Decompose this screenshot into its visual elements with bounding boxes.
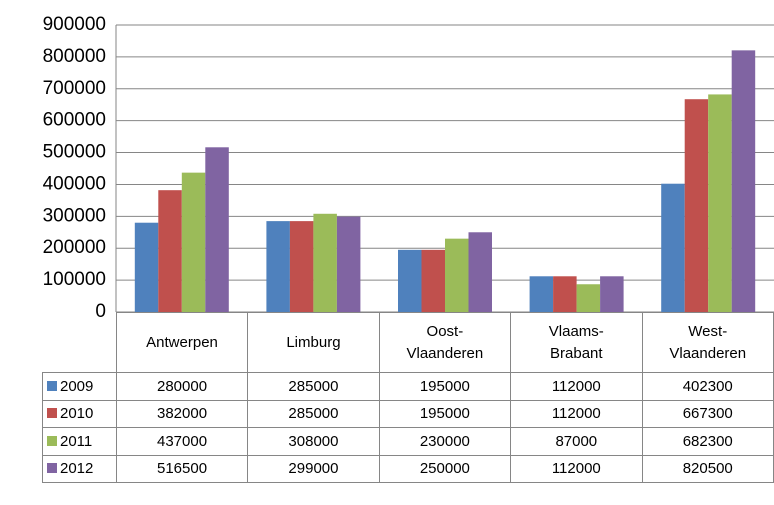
y-tick-label: 100000 bbox=[43, 269, 106, 290]
value-cell: 299000 bbox=[247, 454, 380, 483]
value-cell: 112000 bbox=[510, 372, 643, 401]
bar bbox=[661, 183, 685, 312]
value-cell: 667300 bbox=[641, 399, 774, 428]
value-cell: 87000 bbox=[510, 427, 643, 456]
category-cell: Vlaams-Brabant bbox=[510, 312, 643, 373]
x-tick-label: Antwerpen bbox=[146, 333, 218, 351]
value-cell: 682300 bbox=[641, 427, 774, 456]
bar bbox=[134, 222, 159, 312]
x-tick-label: Vlaams-Brabant bbox=[548, 322, 604, 362]
series-row: 2010 382000 285000 195000 112000 667300 bbox=[42, 399, 774, 428]
y-tick-label: 900000 bbox=[43, 14, 106, 35]
bar bbox=[529, 276, 554, 312]
bar bbox=[576, 284, 601, 312]
bar bbox=[289, 221, 314, 312]
bar bbox=[158, 190, 182, 312]
bar bbox=[445, 238, 469, 312]
y-tick-label: 800000 bbox=[43, 46, 106, 67]
data-table: Antwerpen Limburg Oost-Vlaanderen Vlaams-Br… bbox=[42, 312, 774, 483]
category-cell: Antwerpen bbox=[115, 312, 249, 373]
bar bbox=[181, 172, 206, 312]
x-tick-label: Oost-Vlaanderen bbox=[406, 322, 484, 362]
value-cell: 230000 bbox=[378, 427, 512, 456]
value-cell: 195000 bbox=[378, 372, 512, 401]
y-tick-label: 200000 bbox=[43, 237, 106, 258]
bar bbox=[205, 147, 229, 312]
value-cell: 437000 bbox=[115, 427, 249, 456]
bar bbox=[336, 216, 361, 312]
category-cell: West-Vlaanderen bbox=[641, 312, 774, 373]
value-cell: 112000 bbox=[510, 454, 643, 483]
header-row: Antwerpen Limburg Oost-Vlaanderen Vlaams-Br… bbox=[42, 312, 774, 373]
x-tick-label: West-Vlaanderen bbox=[669, 322, 747, 362]
legend-label: 2011 bbox=[60, 432, 93, 450]
legend-swatch bbox=[47, 408, 57, 419]
series-row: 2011 437000 308000 230000 87000 682300 bbox=[42, 427, 774, 456]
legend-label: 2010 bbox=[60, 405, 94, 423]
bar bbox=[553, 276, 577, 312]
legend-swatch bbox=[47, 380, 57, 391]
x-tick-label: Limburg bbox=[286, 333, 341, 351]
bar bbox=[731, 50, 756, 313]
bar bbox=[468, 232, 492, 312]
y-tick-label: 600000 bbox=[43, 110, 106, 131]
y-tick-label: 300000 bbox=[43, 205, 106, 226]
series-row: 2012 516500 299000 250000 112000 820500 bbox=[42, 454, 774, 483]
bar bbox=[684, 99, 709, 312]
bar bbox=[266, 221, 290, 312]
value-cell: 112000 bbox=[510, 399, 643, 428]
corner-cell bbox=[42, 312, 117, 373]
bar bbox=[708, 94, 732, 312]
value-cell: 195000 bbox=[378, 399, 512, 428]
bar bbox=[313, 213, 337, 312]
legend-entry: 2011 bbox=[42, 427, 117, 456]
legend-label: 2009 bbox=[60, 377, 94, 395]
legend-swatch bbox=[47, 463, 57, 474]
value-cell: 516500 bbox=[115, 454, 249, 483]
value-cell: 285000 bbox=[247, 372, 380, 401]
value-cell: 820500 bbox=[641, 454, 774, 483]
series-row: 2009 280000 285000 195000 112000 402300 bbox=[42, 372, 774, 401]
bar bbox=[600, 276, 624, 312]
value-cell: 280000 bbox=[115, 372, 249, 401]
y-tick-label: 700000 bbox=[43, 78, 106, 99]
legend-entry: 2012 bbox=[42, 454, 117, 483]
bar bbox=[398, 249, 422, 312]
y-tick-label: 400000 bbox=[43, 173, 106, 194]
legend-entry: 2010 bbox=[42, 399, 117, 428]
value-cell: 402300 bbox=[641, 372, 774, 401]
bar bbox=[421, 249, 445, 312]
value-cell: 250000 bbox=[378, 454, 512, 483]
value-cell: 308000 bbox=[247, 427, 380, 456]
y-tick-label: 500000 bbox=[43, 142, 106, 163]
legend-swatch bbox=[47, 435, 57, 446]
legend-label: 2012 bbox=[60, 460, 94, 478]
value-cell: 285000 bbox=[247, 399, 380, 428]
category-cell: Oost-Vlaanderen bbox=[378, 312, 512, 373]
legend-entry: 2009 bbox=[42, 372, 117, 401]
value-cell: 382000 bbox=[115, 399, 249, 428]
y-tick-label: 0 bbox=[95, 301, 106, 322]
category-cell: Limburg bbox=[247, 312, 380, 373]
